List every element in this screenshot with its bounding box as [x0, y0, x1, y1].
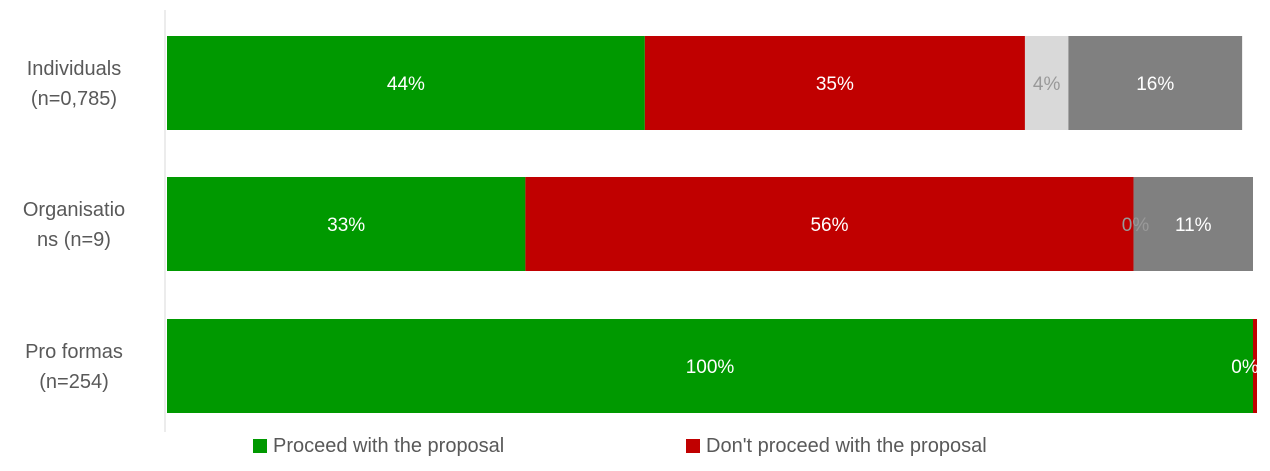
data-label: 16%: [1136, 74, 1174, 95]
data-label: 56%: [810, 215, 848, 236]
data-label: 44%: [387, 74, 425, 95]
data-label: 100%: [686, 357, 735, 378]
category-label: ns (n=9): [37, 229, 111, 251]
category-label: Individuals: [27, 58, 122, 80]
category-label: Pro formas: [25, 341, 123, 363]
category-label: (n=254): [39, 371, 109, 393]
category-label: Organisatio: [23, 199, 125, 221]
legend-swatch: [686, 439, 700, 453]
data-label: 11%: [1175, 215, 1212, 236]
data-label: 0%: [1122, 215, 1150, 236]
legend-label: Don't proceed with the proposal: [706, 435, 987, 457]
data-label: 0%: [1231, 357, 1259, 378]
legend: Proceed with the proposal Don't proceed w…: [253, 435, 987, 457]
category-label: (n=0,785): [31, 88, 117, 110]
legend-swatch: [253, 439, 267, 453]
data-label: 33%: [327, 215, 365, 236]
data-label: 35%: [816, 74, 854, 95]
category-labels-layer: Individuals (n=0,785) Organisatio ns (n=9) P…: [23, 58, 125, 393]
legend-label: Proceed with the proposal: [273, 435, 504, 457]
data-label: 4%: [1033, 74, 1061, 95]
